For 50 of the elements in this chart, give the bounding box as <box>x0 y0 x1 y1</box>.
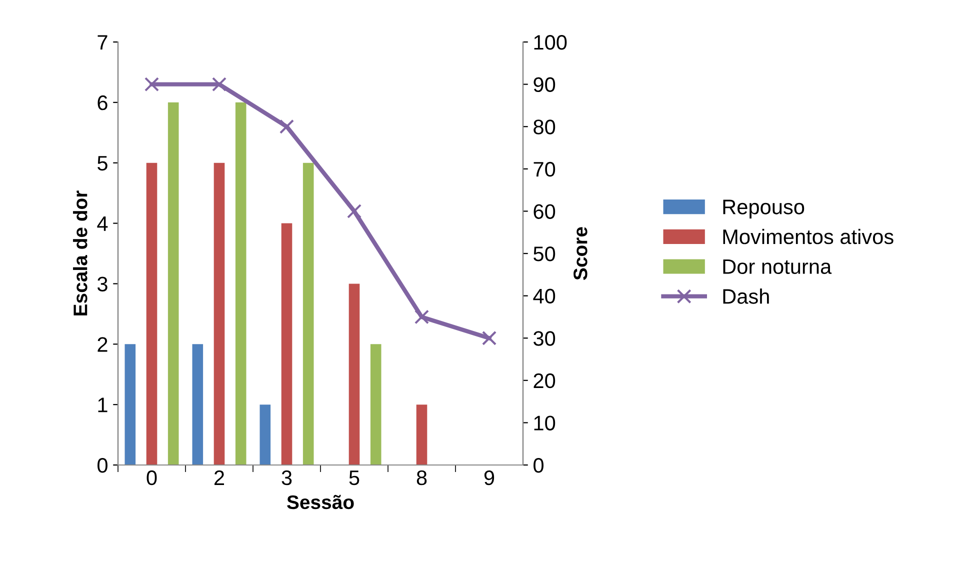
y-tick-label: 4 <box>97 216 108 231</box>
legend-label: Dash <box>723 288 769 304</box>
x-tick-label: 9 <box>484 470 494 486</box>
bar <box>370 344 382 465</box>
bar <box>124 344 136 465</box>
point <box>482 330 497 346</box>
y-axis-title: Escala de dor <box>73 190 88 316</box>
bar <box>302 162 314 465</box>
point <box>279 119 294 134</box>
legend-label: Movimentos ativos <box>723 228 894 244</box>
y2-tick-label: 0 <box>534 458 544 473</box>
x-tick-label: 8 <box>416 470 427 486</box>
y-tick-label: 3 <box>97 276 108 292</box>
y2-tick-label: 80 <box>534 120 556 134</box>
y2-tick-label: 60 <box>534 204 556 219</box>
bar <box>235 102 246 465</box>
bar <box>260 404 271 465</box>
bar <box>281 223 292 465</box>
y2-tick-label: 10 <box>534 416 556 430</box>
point <box>346 204 362 218</box>
y2-tick-label: 100 <box>534 35 567 50</box>
x-tick-label: 0 <box>146 470 157 486</box>
x-tick-label: 2 <box>214 470 224 485</box>
y-tick-label: 2 <box>98 337 108 352</box>
y2-tick-label: 90 <box>534 77 556 92</box>
x-tick-label: 3 <box>282 470 292 486</box>
y-tick-label: 1 <box>98 398 108 412</box>
legend-label: Repouso <box>723 200 804 218</box>
bar <box>168 102 179 465</box>
y-tick-label: 0 <box>98 458 108 473</box>
y2-tick-label: 50 <box>534 246 556 262</box>
point <box>414 310 430 324</box>
y2-tick-label: 30 <box>534 331 556 346</box>
y2-axis-title: Score <box>574 227 588 280</box>
bar <box>416 404 428 465</box>
bar <box>146 162 158 465</box>
y-tick-label: 6 <box>98 95 108 110</box>
bar <box>214 162 225 465</box>
x-tick-label: 5 <box>349 470 360 486</box>
bar <box>348 284 360 465</box>
legend-label: Dor noturna <box>723 259 832 274</box>
y2-tick-label: 70 <box>534 162 556 177</box>
x-axis-title: Sessão <box>287 494 354 510</box>
bar <box>192 344 204 465</box>
y-tick-label: 5 <box>98 156 108 171</box>
point <box>212 77 227 92</box>
y-tick-label: 7 <box>98 35 108 50</box>
y2-tick-label: 20 <box>534 373 556 388</box>
point <box>144 77 160 92</box>
y2-tick-label: 40 <box>533 288 556 304</box>
